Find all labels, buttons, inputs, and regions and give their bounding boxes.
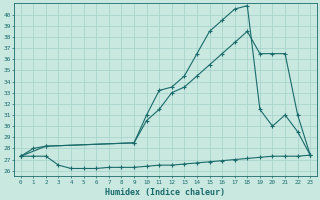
X-axis label: Humidex (Indice chaleur): Humidex (Indice chaleur) xyxy=(106,188,226,197)
